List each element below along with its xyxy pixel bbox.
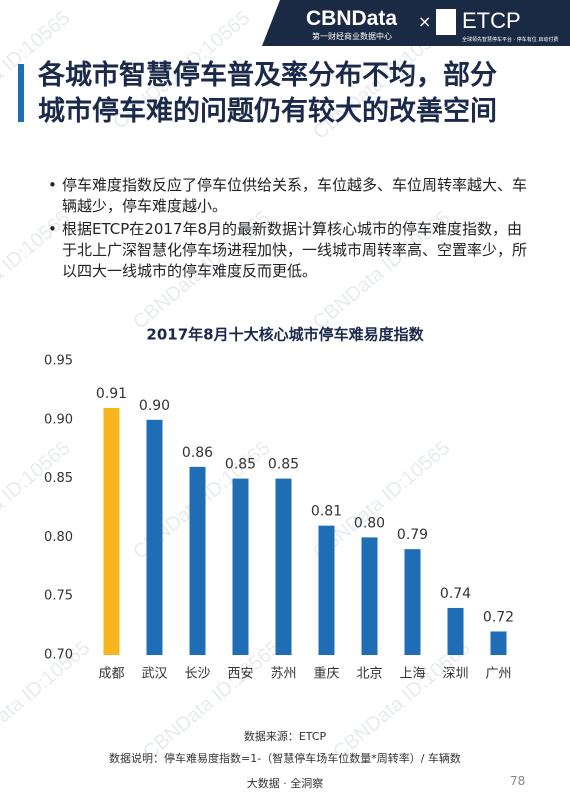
note: 数据来源：ETCP	[243, 730, 327, 743]
bar	[232, 478, 249, 655]
x-tick-label: 广州	[485, 667, 511, 682]
data-label: 0.72	[483, 609, 514, 625]
bar	[146, 419, 163, 655]
data-label: 0.91	[96, 386, 127, 402]
footer-tagline: 大数据 · 全洞察	[246, 777, 324, 790]
y-tick-label: 0.95	[44, 354, 73, 369]
x-tick-label: 武汉	[141, 667, 167, 682]
x-tick-label: 西安	[227, 667, 253, 682]
bar	[318, 525, 335, 655]
title-line: 城市停车难的问题仍有较大的改善空间	[38, 96, 497, 127]
chart-title: 2017年8月十大核心城市停车难易度指数	[146, 326, 424, 344]
note: 数据说明：停车难易度指数=1-（智慧停车场车位数量*周转率）/ 车辆数	[109, 752, 461, 765]
logo: CBNData	[306, 7, 397, 30]
title-accent	[18, 64, 24, 122]
x-tick-label: 重庆	[313, 666, 339, 682]
title-line: 各城市智慧停车普及率分布不均，部分	[38, 60, 497, 91]
bar	[189, 466, 206, 655]
data-label: 0.79	[397, 527, 428, 543]
bar	[447, 607, 464, 655]
header: CBNData 第一财经商业数据中心 × ETCP 全球领先智慧停车平台 · 停…	[262, 0, 570, 46]
y-tick-label: 0.70	[44, 648, 73, 663]
bar	[275, 478, 292, 655]
partner-sub: 全球领先智慧停车平台 · 停车有位 启动付费	[462, 36, 558, 43]
page-title: 各城市智慧停车普及率分布不均，部分 城市停车难的问题仍有较大的改善空间	[38, 58, 497, 130]
bullet: 停车难度指数反应了停车位供给关系，车位越多、车位周转率越大、车辆越少，停车难度越…	[48, 175, 528, 217]
x-tick-label: 苏州	[270, 666, 296, 682]
x-tick-label: 长沙	[184, 667, 210, 682]
data-label: 0.86	[182, 445, 213, 461]
bar	[103, 408, 120, 655]
y-tick-label: 0.75	[44, 589, 73, 604]
bullet-list: 停车难度指数反应了停车位供给关系，车位越多、车位周转率越大、车辆越少，停车难度越…	[48, 175, 528, 284]
x-tick-label: 北京	[356, 667, 382, 682]
bar	[490, 631, 507, 655]
y-tick-label: 0.80	[44, 530, 73, 545]
data-label: 0.85	[225, 457, 256, 473]
header-band	[262, 0, 570, 46]
y-tick-label: 0.85	[44, 471, 73, 486]
data-label: 0.90	[139, 398, 170, 414]
x-tick-label: 上海	[399, 667, 425, 682]
bullet: 根据ETCP在2017年8月的最新数据计算核心城市的停车难度指数，由于北上广深智…	[48, 219, 528, 282]
x-tick-label: 成都	[98, 667, 124, 682]
x-tick-label: 深圳	[442, 667, 468, 682]
partner-icon	[436, 9, 456, 35]
data-label: 0.85	[268, 457, 299, 473]
partner: ETCP	[462, 8, 521, 33]
data-label: 0.80	[354, 515, 385, 531]
times: ×	[418, 12, 431, 31]
data-label: 0.74	[440, 586, 471, 602]
bar	[404, 549, 421, 655]
data-label: 0.81	[311, 504, 342, 520]
page-number: 78	[510, 774, 526, 788]
bar	[361, 537, 378, 655]
y-tick-label: 0.90	[44, 412, 73, 427]
logo-sub: 第一财经商业数据中心	[312, 31, 392, 41]
chart: 2017年8月十大核心城市停车难易度指数 0.70 0.75 0.80 0.85 0.9…	[44, 326, 514, 682]
